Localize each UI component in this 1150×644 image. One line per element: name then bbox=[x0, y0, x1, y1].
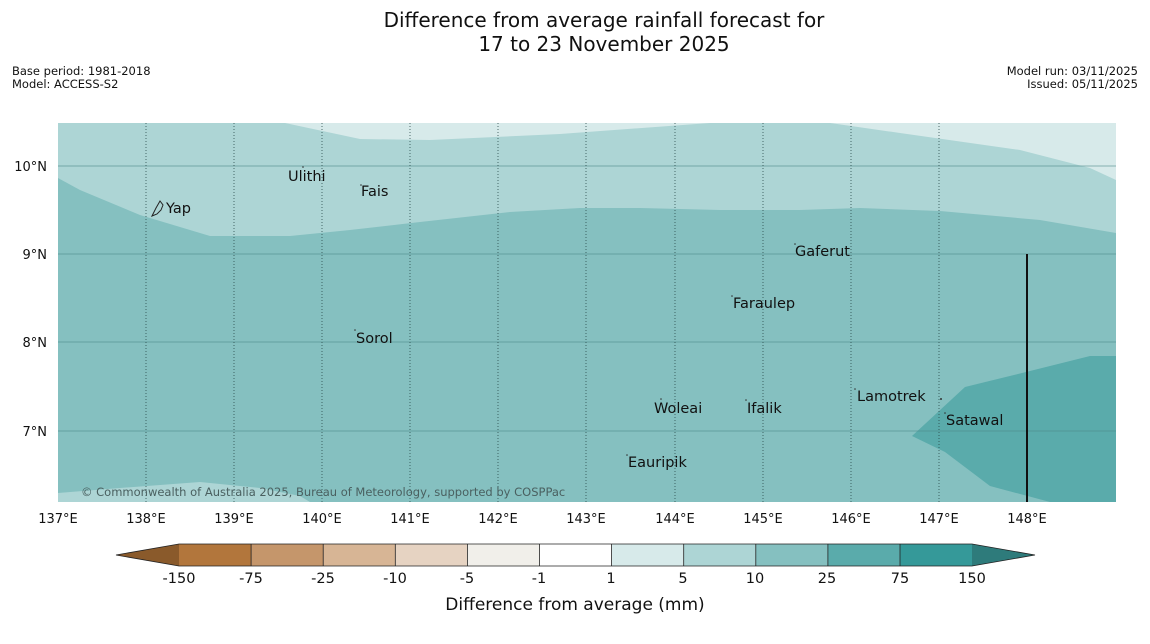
place-fais: Fais bbox=[361, 184, 388, 200]
colorbar-swatch-1-5 bbox=[611, 544, 684, 566]
colorbar-swatch-75-150 bbox=[900, 544, 972, 566]
place-lamotrek: Lamotrek bbox=[857, 389, 926, 405]
legend-label: Difference from average (mm) bbox=[445, 595, 704, 615]
legend-tick-5: 5 bbox=[678, 571, 687, 587]
model-run: Model run: 03/11/2025 bbox=[1006, 64, 1138, 78]
colorbar bbox=[115, 543, 1036, 567]
lat-label-8n: 8°N bbox=[23, 336, 48, 351]
copyright-notice: © Commonwealth of Australia 2025, Bureau… bbox=[81, 485, 565, 499]
colorbar-outline bbox=[115, 543, 1036, 567]
band-5-10 bbox=[58, 123, 1116, 502]
legend-tick-150: 150 bbox=[958, 571, 986, 587]
place-eauripik: Eauripik bbox=[628, 455, 687, 471]
legend-tick-1: 1 bbox=[606, 571, 615, 587]
lon-label-139e: 139°E bbox=[214, 512, 254, 527]
colorbar-swatch-m75-m25 bbox=[251, 544, 324, 566]
legend-tick-m150: -150 bbox=[163, 571, 196, 587]
lat-label-9n: 9°N bbox=[23, 248, 48, 263]
place-woleai: Woleai bbox=[654, 401, 702, 417]
lat-label-10n: 10°N bbox=[14, 160, 47, 175]
title-line-1: Difference from average rainfall forecas… bbox=[383, 8, 825, 32]
lon-label-137e: 137°E bbox=[38, 512, 78, 527]
island-dots bbox=[302, 166, 946, 456]
place-satawal: Satawal bbox=[946, 413, 1003, 429]
map-area: Yap Ulithi Fais Gaferut Faraulep Sorol W… bbox=[58, 123, 1116, 502]
legend-tick-25: 25 bbox=[818, 571, 836, 587]
colorbar-swatch-m150-m75 bbox=[179, 544, 252, 566]
colorbar-swatch-m10-m5 bbox=[395, 544, 468, 566]
legend-tick-10: 10 bbox=[746, 571, 764, 587]
title-line-2: 17 to 23 November 2025 bbox=[478, 32, 730, 56]
legend-tick-75: 75 bbox=[891, 571, 909, 587]
place-ifalik: Ifalik bbox=[747, 401, 782, 417]
lon-label-143e: 143°E bbox=[566, 512, 606, 527]
chart-title: Difference from average rainfall forecas… bbox=[0, 8, 1150, 56]
legend-tick-m5: -5 bbox=[460, 571, 474, 587]
lon-grid bbox=[145, 123, 940, 502]
legend-tick-m1: -1 bbox=[532, 571, 546, 587]
colorbar-swatch-m25-m10 bbox=[323, 544, 396, 566]
band-10-25 bbox=[58, 178, 1116, 502]
model-name: Model: ACCESS-S2 bbox=[12, 77, 119, 91]
meta-right: Model run: 03/11/2025 Issued: 05/11/2025 bbox=[1007, 65, 1138, 91]
place-faraulep: Faraulep bbox=[733, 296, 795, 312]
place-ulithi: Ulithi bbox=[288, 169, 326, 185]
colorbar-swatch-10-25 bbox=[755, 544, 828, 566]
colorbar-swatch-m5-m1 bbox=[467, 544, 540, 566]
place-sorol: Sorol bbox=[356, 331, 393, 347]
yap-island-outline bbox=[150, 200, 164, 217]
colorbar-swatch-25-75 bbox=[827, 544, 900, 566]
lon-label-138e: 138°E bbox=[126, 512, 166, 527]
issued-date: Issued: 05/11/2025 bbox=[1027, 77, 1138, 91]
legend-tick-m10: -10 bbox=[383, 571, 407, 587]
colorbar-over-arrow bbox=[972, 544, 1035, 566]
lon-label-144e: 144°E bbox=[655, 512, 695, 527]
lon-label-148e: 148°E bbox=[1007, 512, 1047, 527]
meta-left: Base period: 1981-2018 Model: ACCESS-S2 bbox=[12, 65, 151, 91]
lon-label-147e: 147°E bbox=[919, 512, 959, 527]
lon-label-140e: 140°E bbox=[302, 512, 342, 527]
colorbar-under-arrow bbox=[116, 544, 179, 566]
lon-label-142e: 142°E bbox=[478, 512, 518, 527]
colorbar-swatch-m1-1 bbox=[539, 544, 612, 566]
base-period: Base period: 1981-2018 bbox=[12, 64, 151, 78]
band-25-75 bbox=[912, 356, 1116, 502]
lat-label-7n: 7°N bbox=[23, 425, 48, 440]
band-5-10-bottom bbox=[58, 482, 310, 502]
lon-label-141e: 141°E bbox=[390, 512, 430, 527]
band-1-5 bbox=[285, 123, 1116, 180]
colorbar-swatch-5-10 bbox=[683, 544, 756, 566]
place-gaferut: Gaferut bbox=[795, 244, 850, 260]
lon-label-145e: 145°E bbox=[743, 512, 783, 527]
lon-label-146e: 146°E bbox=[831, 512, 871, 527]
lat-grid bbox=[58, 165, 1116, 432]
place-yap: Yap bbox=[165, 201, 191, 217]
legend-tick-m75: -75 bbox=[239, 571, 263, 587]
legend-tick-m25: -25 bbox=[311, 571, 335, 587]
